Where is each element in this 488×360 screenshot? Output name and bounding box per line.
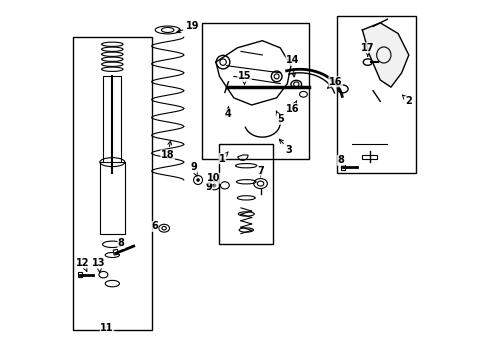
Bar: [78, 272, 82, 277]
Bar: [219, 144, 272, 244]
Bar: [201, 23, 308, 158]
Text: 14: 14: [285, 55, 299, 77]
Text: 15: 15: [237, 71, 251, 85]
Text: 10: 10: [207, 173, 221, 183]
Text: 11: 11: [100, 323, 114, 333]
Text: 5: 5: [276, 111, 283, 124]
Text: 17: 17: [360, 43, 374, 56]
Polygon shape: [362, 23, 408, 87]
Text: 13: 13: [92, 258, 105, 273]
Text: 2: 2: [402, 95, 411, 107]
Bar: [113, 249, 118, 255]
Text: 9: 9: [205, 182, 213, 192]
Ellipse shape: [212, 183, 216, 188]
Text: 8: 8: [118, 238, 124, 248]
Text: 7: 7: [257, 166, 264, 177]
Text: 16: 16: [327, 77, 342, 88]
Bar: [362, 155, 376, 158]
Text: 3: 3: [279, 139, 292, 155]
Text: 4: 4: [224, 107, 231, 119]
Bar: [337, 16, 415, 173]
Text: 1: 1: [219, 152, 227, 163]
Bar: [100, 162, 124, 234]
Bar: [340, 165, 345, 170]
Text: 18: 18: [161, 141, 174, 160]
Bar: [73, 37, 151, 330]
Ellipse shape: [196, 178, 200, 182]
Text: 16: 16: [285, 100, 299, 113]
Text: 6: 6: [151, 221, 158, 231]
Text: 12: 12: [76, 258, 90, 271]
Text: 9: 9: [190, 162, 197, 176]
Text: 19: 19: [176, 21, 199, 33]
Text: 8: 8: [337, 156, 344, 165]
Bar: [103, 76, 121, 173]
